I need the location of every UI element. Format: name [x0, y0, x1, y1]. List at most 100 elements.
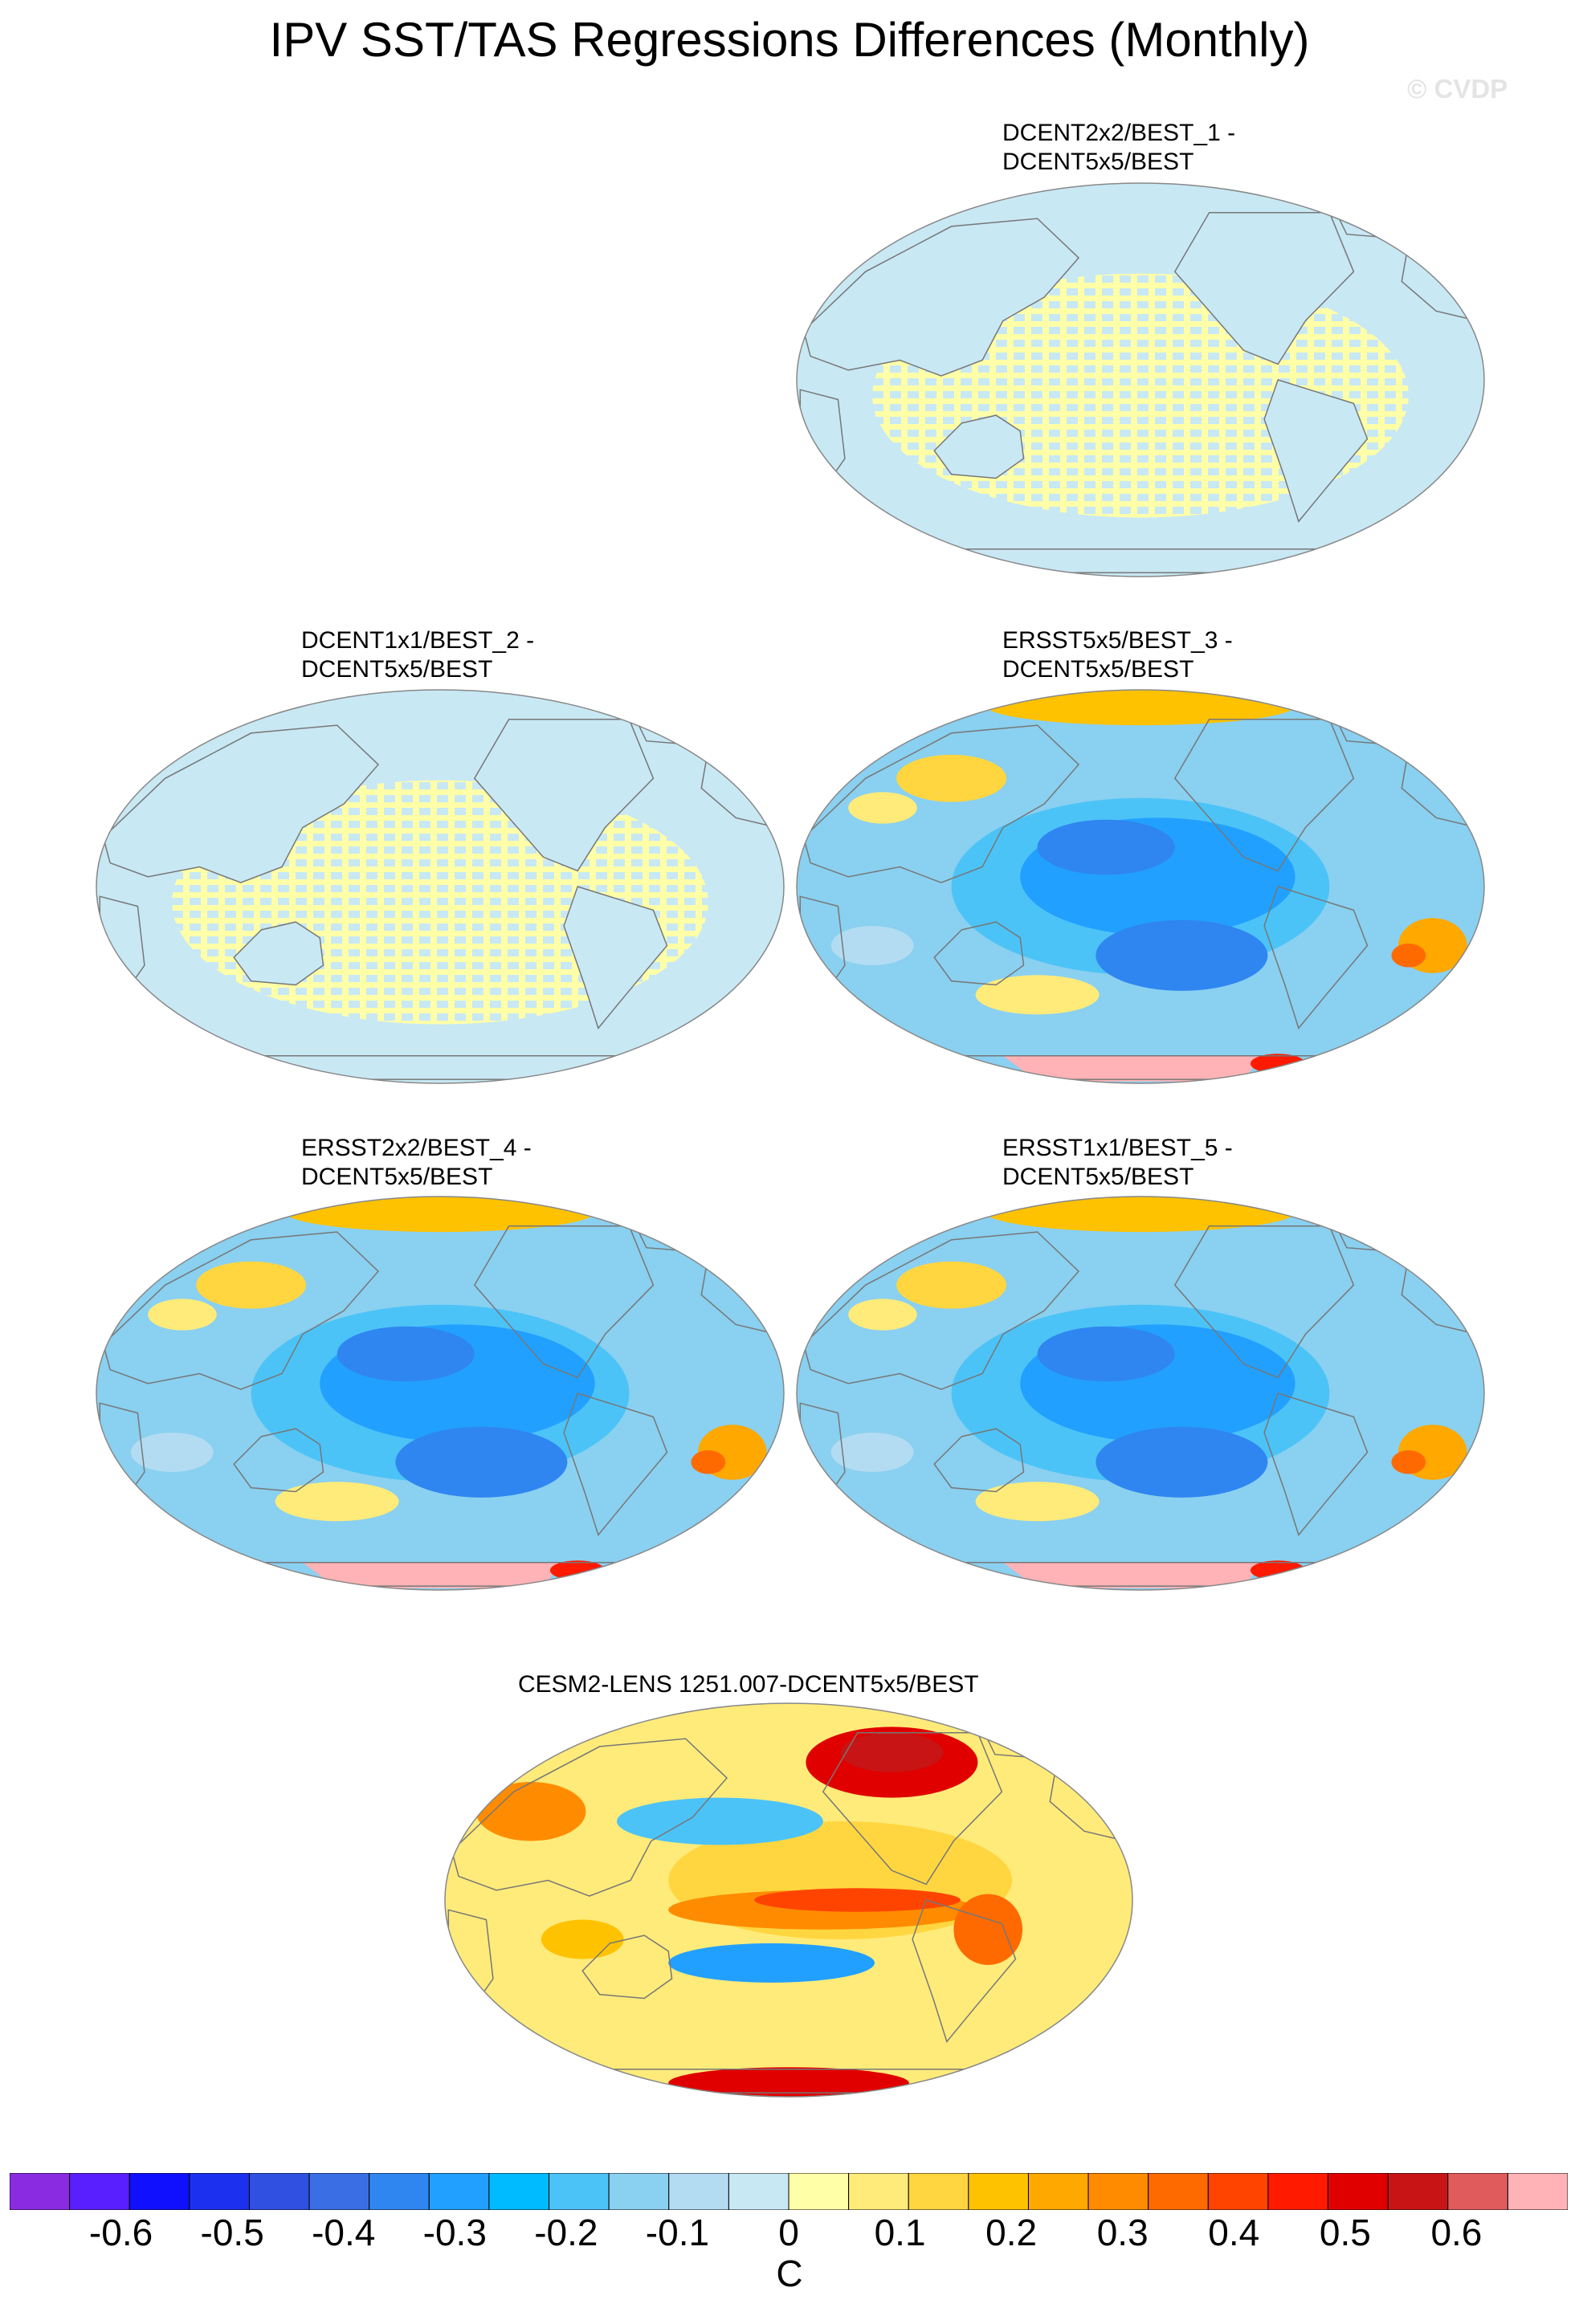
coastline-samerica — [1263, 886, 1369, 1029]
anomaly-region — [953, 1894, 1023, 1965]
panel-6-label: CESM2-LENS 1251.007-DCENT5x5/BEST — [518, 1670, 979, 1699]
anomaly-region — [617, 1797, 823, 1845]
anomaly-region — [285, 1197, 595, 1233]
colorbar-swatch — [1207, 2173, 1269, 2210]
colorbar-swatch — [369, 2173, 430, 2210]
colorbar-swatch — [1087, 2173, 1149, 2210]
anomaly-region — [848, 1299, 917, 1331]
anomaly-region — [896, 754, 1007, 802]
colorbar-swatch — [1148, 2173, 1209, 2210]
anomaly-region — [1096, 1426, 1268, 1498]
panel-1-label-line1: DCENT2x2/BEST_1 - — [1002, 120, 1236, 146]
anomaly-region — [196, 1261, 307, 1309]
coastline-samerica — [1263, 1392, 1369, 1536]
panel-4-label-line2: DCENT5x5/BEST — [301, 1164, 493, 1190]
colorbar-swatch — [848, 2173, 909, 2210]
coastline-asia — [802, 218, 1080, 377]
figure-title: IPV SST/TAS Regressions Differences (Mon… — [269, 13, 1310, 67]
anomaly-region — [975, 975, 1100, 1015]
coastline-asia — [802, 1231, 1080, 1390]
colorbar-unit: C — [776, 2253, 803, 2294]
anomaly-region — [1250, 1560, 1306, 1580]
colorbar-swatch — [10, 2173, 71, 2210]
colorbar-swatch — [129, 2173, 190, 2210]
anomaly-region — [975, 1482, 1100, 1522]
panel-2-label-line2: DCENT5x5/BEST — [301, 656, 493, 683]
colorbar-tick-label: 0.6 — [1430, 2212, 1483, 2253]
antarctica-saturated-region — [1002, 1055, 1261, 1082]
anomaly-region — [830, 1433, 914, 1472]
panel-2-label: DCENT1x1/BEST_2 - DCENT5x5/BEST — [301, 626, 534, 684]
map-border — [796, 182, 1485, 577]
anomaly-region — [840, 1732, 944, 1772]
map-canvas — [96, 1196, 785, 1591]
colorbar-swatch — [968, 2173, 1029, 2210]
colorbar-swatch — [608, 2173, 670, 2210]
colorbar-tick-label: 0 — [778, 2212, 799, 2253]
panel-6-label-line1: CESM2-LENS 1251.007-DCENT5x5/BEST — [518, 1671, 979, 1698]
coastline-namerica — [822, 1732, 1003, 1886]
anomaly-region — [668, 1943, 875, 1983]
panel-2-label-line1: DCENT1x1/BEST_2 - — [301, 627, 535, 654]
colorbar-tick-label: -0.6 — [88, 2212, 153, 2253]
anomaly-region — [541, 1919, 624, 1959]
coastline-namerica — [1173, 719, 1355, 872]
colorbar-tick-label: -0.2 — [534, 2212, 598, 2253]
map-panel-4 — [95, 1193, 785, 1593]
anomaly-region — [1391, 1450, 1426, 1474]
antarctica-saturated-region — [302, 1562, 561, 1588]
coastline-samerica — [563, 1392, 668, 1536]
panel-4-label-line1: ERSST2x2/BEST_4 - — [301, 1135, 532, 1161]
map-panel-1 — [795, 180, 1486, 580]
panel-4-label: ERSST2x2/BEST_4 - DCENT5x5/BEST — [301, 1134, 532, 1192]
anomaly-region — [337, 1326, 475, 1382]
antarctica-saturated-region — [1002, 1562, 1261, 1588]
coastline-asia — [102, 724, 380, 883]
colorbar-tick-label: -0.4 — [312, 2212, 376, 2253]
colorbar-swatch — [549, 2173, 610, 2210]
panel-5-label: ERSST1x1/BEST_5 - DCENT5x5/BEST — [1002, 1134, 1233, 1192]
coastline-asia — [102, 1231, 380, 1390]
coastline-namerica — [473, 719, 655, 872]
anomaly-region — [1250, 1054, 1306, 1074]
colorbar-swatch — [1328, 2173, 1389, 2210]
colorbar-tick-label: -0.1 — [645, 2212, 710, 2253]
coastline-australia — [933, 1428, 1025, 1493]
map-canvas — [796, 689, 1485, 1084]
colorbar-swatch — [908, 2173, 969, 2210]
panel-3-label: ERSST5x5/BEST_3 - DCENT5x5/BEST — [1002, 626, 1233, 684]
colorbar-swatch — [189, 2173, 250, 2210]
panel-5-label-line2: DCENT5x5/BEST — [1002, 1164, 1194, 1190]
coastline-namerica — [1173, 1225, 1355, 1379]
anomaly-region — [985, 690, 1295, 726]
coastline-namerica — [1173, 212, 1355, 365]
colorbar-swatch — [668, 2173, 729, 2210]
coastline-samerica — [1263, 379, 1369, 523]
map-panel-3 — [795, 687, 1486, 1087]
colorbar — [10, 2173, 1568, 2210]
coastline-australia — [933, 921, 1025, 986]
anomaly-region — [275, 1482, 399, 1522]
colorbar-swatch — [308, 2173, 370, 2210]
anomaly-region — [985, 1197, 1295, 1233]
coastline-australia — [581, 1935, 673, 2000]
coastline-asia — [802, 724, 1080, 883]
colorbar-tick-label: 0.5 — [1319, 2212, 1371, 2253]
anomaly-region — [1096, 919, 1268, 991]
anomaly-region — [668, 2067, 909, 2097]
colorbar-swatch — [248, 2173, 310, 2210]
anomaly-region — [475, 1782, 586, 1841]
coastline-australia — [233, 921, 324, 986]
panel-3-label-line2: DCENT5x5/BEST — [1002, 656, 1194, 683]
colorbar-swatch — [1447, 2173, 1508, 2210]
map-canvas — [444, 1702, 1133, 2098]
coastline-namerica — [473, 1225, 655, 1379]
anomaly-region — [830, 926, 914, 965]
colorbar-tick-label: -0.3 — [422, 2212, 487, 2253]
map-panel-5 — [795, 1193, 1486, 1593]
anomaly-region — [754, 1888, 961, 1912]
colorbar-tick-label: -0.5 — [200, 2212, 264, 2253]
watermark: © CVDP — [1407, 74, 1508, 104]
colorbar-tick-label: 0.1 — [874, 2212, 926, 2253]
map-border — [796, 689, 1485, 1084]
